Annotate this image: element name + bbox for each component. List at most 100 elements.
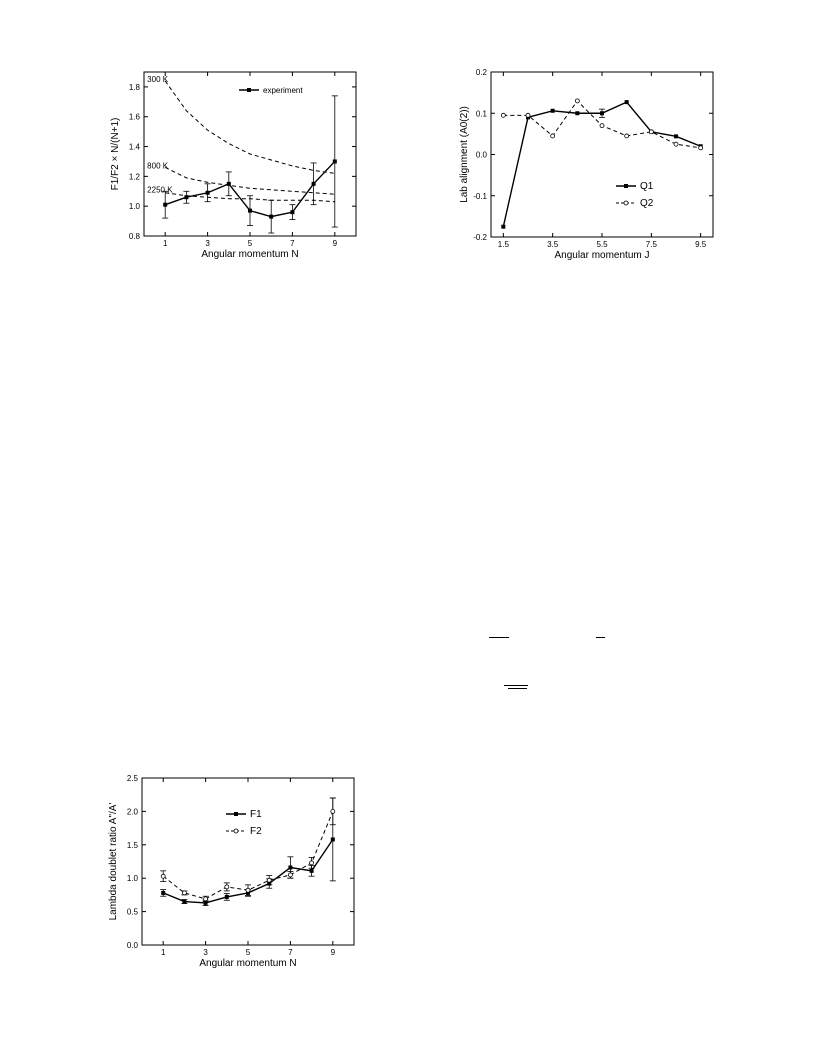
legend-marker: [233, 828, 239, 834]
data-point: [309, 860, 315, 866]
data-point: [163, 202, 168, 207]
series-line-curve-2: [164, 166, 335, 195]
data-point: [290, 210, 295, 215]
legend-label: experiment: [263, 86, 303, 95]
x-tick-label: 7: [288, 948, 293, 957]
y-tick-label: 1.6: [129, 113, 141, 122]
y-tick-label: 0.0: [127, 941, 139, 950]
x-tick-label: 3.5: [547, 240, 559, 249]
data-point: [203, 896, 209, 902]
data-point: [287, 872, 293, 878]
x-tick-label: 5.5: [596, 240, 608, 249]
curve-label: 300 K: [147, 75, 169, 84]
data-point: [161, 890, 166, 895]
data-point: [525, 112, 531, 118]
lab-alignment-chart: 1.5 3.5 5.5 7.5 9.5 -0.2 -0.1 0.0 0.1 0.2 Angular …: [459, 68, 714, 261]
y-tick-label: 1.4: [129, 143, 141, 152]
data-point: [224, 884, 230, 890]
y-tick-label: 0.5: [127, 908, 139, 917]
data-point: [309, 868, 314, 873]
x-tick-label: 1.5: [498, 240, 510, 249]
y-tick-label: 2.5: [127, 774, 139, 783]
data-point: [184, 195, 189, 200]
y-tick-label: 1.0: [127, 874, 139, 883]
data-point: [501, 224, 506, 229]
data-point: [181, 890, 187, 896]
x-tick-label: 5: [246, 948, 251, 957]
y-tick-label: 0.0: [476, 151, 488, 160]
x-tick-label: 9: [333, 239, 338, 248]
x-tick-label: 9.5: [695, 240, 707, 249]
fraction-bar: [596, 637, 605, 638]
y-tick-label: 0.2: [476, 68, 488, 77]
x-tick-label: 9: [331, 948, 336, 957]
data-point: [330, 837, 335, 842]
data-point: [575, 111, 580, 116]
y-tick-label: 2.0: [127, 807, 139, 816]
data-point: [288, 865, 293, 870]
fraction-bar: [504, 685, 528, 686]
y-axis-label: F1/F2 × N/(N+1): [110, 118, 121, 191]
x-axis-label: Angular momentum N: [199, 958, 296, 969]
data-point: [248, 208, 252, 213]
data-point: [624, 100, 629, 105]
lambda-doublet-chart: 1 3 5 7 9 0.0 0.5 1.0 1.5 2.0 2.5 Angular momentum …: [108, 774, 355, 969]
series-line-curve-3: [165, 192, 335, 203]
y-tick-label: 1.5: [127, 841, 139, 850]
y-tick-label: 0.1: [476, 109, 488, 118]
x-tick-label: 1: [161, 948, 166, 957]
data-point: [600, 111, 604, 116]
y-axis-label: Lambda doublet ratio A"/A': [108, 803, 119, 921]
data-point: [160, 873, 166, 879]
plot-frame: [141, 777, 355, 946]
y-tick-label: 1.2: [129, 172, 141, 181]
y-axis-label: Lab alignment (A0(2)): [459, 106, 470, 203]
data-point: [574, 98, 580, 104]
data-point: [226, 181, 231, 186]
legend-label: Q2: [640, 198, 654, 209]
legend-marker: [234, 812, 238, 816]
y-tick-label: 1.8: [129, 83, 141, 92]
legend-label: F2: [250, 826, 262, 837]
y-tick-label: 0.8: [129, 232, 141, 241]
data-point: [330, 809, 336, 814]
x-axis-label: Angular momentum J: [554, 250, 649, 261]
f1f2-ratio-chart: 1 3 5 7 9 0.8 1.0 1.2 1.4 1.6 1.8 Angular momentum …: [110, 71, 357, 260]
x-axis-label: Angular momentum N: [201, 249, 298, 260]
data-point: [266, 877, 272, 883]
data-point: [550, 108, 555, 113]
data-point: [648, 129, 654, 135]
legend-marker: [247, 88, 251, 92]
legend-label: Q1: [640, 181, 654, 192]
data-point: [245, 887, 251, 893]
series-line-curve-1: [164, 80, 335, 174]
data-point: [550, 133, 556, 139]
data-point: [182, 899, 187, 904]
y-tick-label: -0.2: [473, 233, 487, 242]
legend-marker: [623, 200, 629, 206]
data-point: [224, 894, 229, 899]
plot-frame: [490, 71, 714, 238]
data-point: [599, 123, 605, 129]
data-point: [673, 141, 679, 147]
data-point: [500, 112, 506, 118]
curve-label: 2250 K: [147, 185, 173, 194]
data-point: [332, 159, 337, 164]
x-tick-label: 7.5: [646, 240, 658, 249]
y-tick-label: -0.1: [473, 192, 487, 201]
data-point: [698, 145, 704, 151]
legend-marker: [624, 184, 628, 188]
x-tick-label: 5: [248, 239, 253, 248]
fraction-bar: [508, 688, 527, 689]
series-line-q1: [502, 101, 701, 227]
data-point: [203, 900, 208, 905]
data-point: [205, 190, 210, 195]
data-point: [311, 181, 316, 186]
data-point: [624, 133, 630, 139]
x-tick-label: 1: [163, 239, 168, 248]
data-point: [269, 214, 274, 219]
curve-label: 800 K: [147, 161, 169, 170]
x-tick-label: 7: [290, 239, 295, 248]
x-tick-label: 3: [203, 948, 208, 957]
fraction-bar: [489, 637, 509, 638]
